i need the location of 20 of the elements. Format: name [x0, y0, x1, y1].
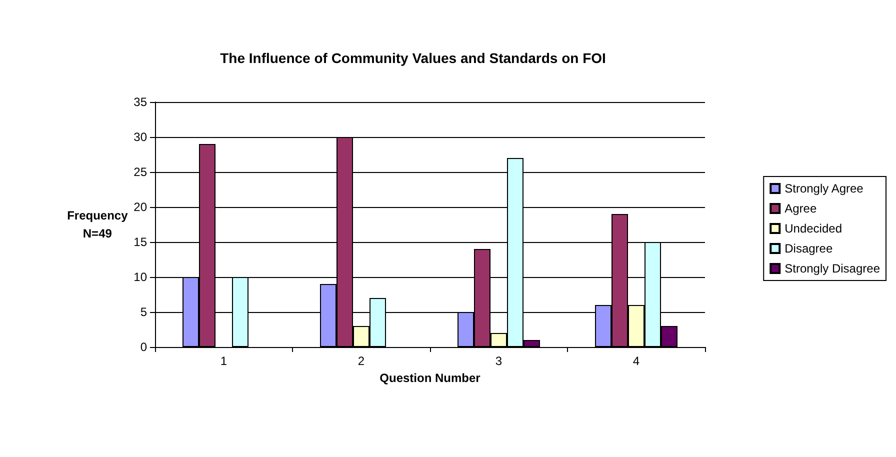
y-tick-label: 35: [134, 95, 148, 109]
y-tick-label: 5: [140, 305, 148, 319]
y-tick-label: 0: [140, 340, 148, 354]
chart-title: The Influence of Community Values and Standards on FOI: [220, 50, 606, 66]
y-tick-label: 30: [134, 130, 148, 144]
x-tick-label: 2: [358, 354, 365, 368]
legend-label: Agree: [784, 202, 817, 216]
legend-label: Strongly Agree: [784, 182, 864, 196]
legend-label: Strongly Disagree: [784, 262, 880, 276]
legend-label: Undecided: [784, 222, 842, 236]
y-tick-label: 15: [134, 235, 148, 249]
y-tick-label: 10: [134, 270, 148, 284]
x-tick-label: 1: [220, 354, 228, 368]
x-tick-label: 3: [495, 354, 502, 368]
y-tick-label: 25: [134, 165, 148, 179]
y-axis-title: Frequency N=49: [67, 208, 128, 240]
legend-label: Disagree: [784, 242, 833, 256]
y-tick-label: 20: [134, 200, 148, 214]
x-tick-label: 4: [632, 354, 640, 368]
x-axis-title: Question Number: [380, 370, 481, 385]
